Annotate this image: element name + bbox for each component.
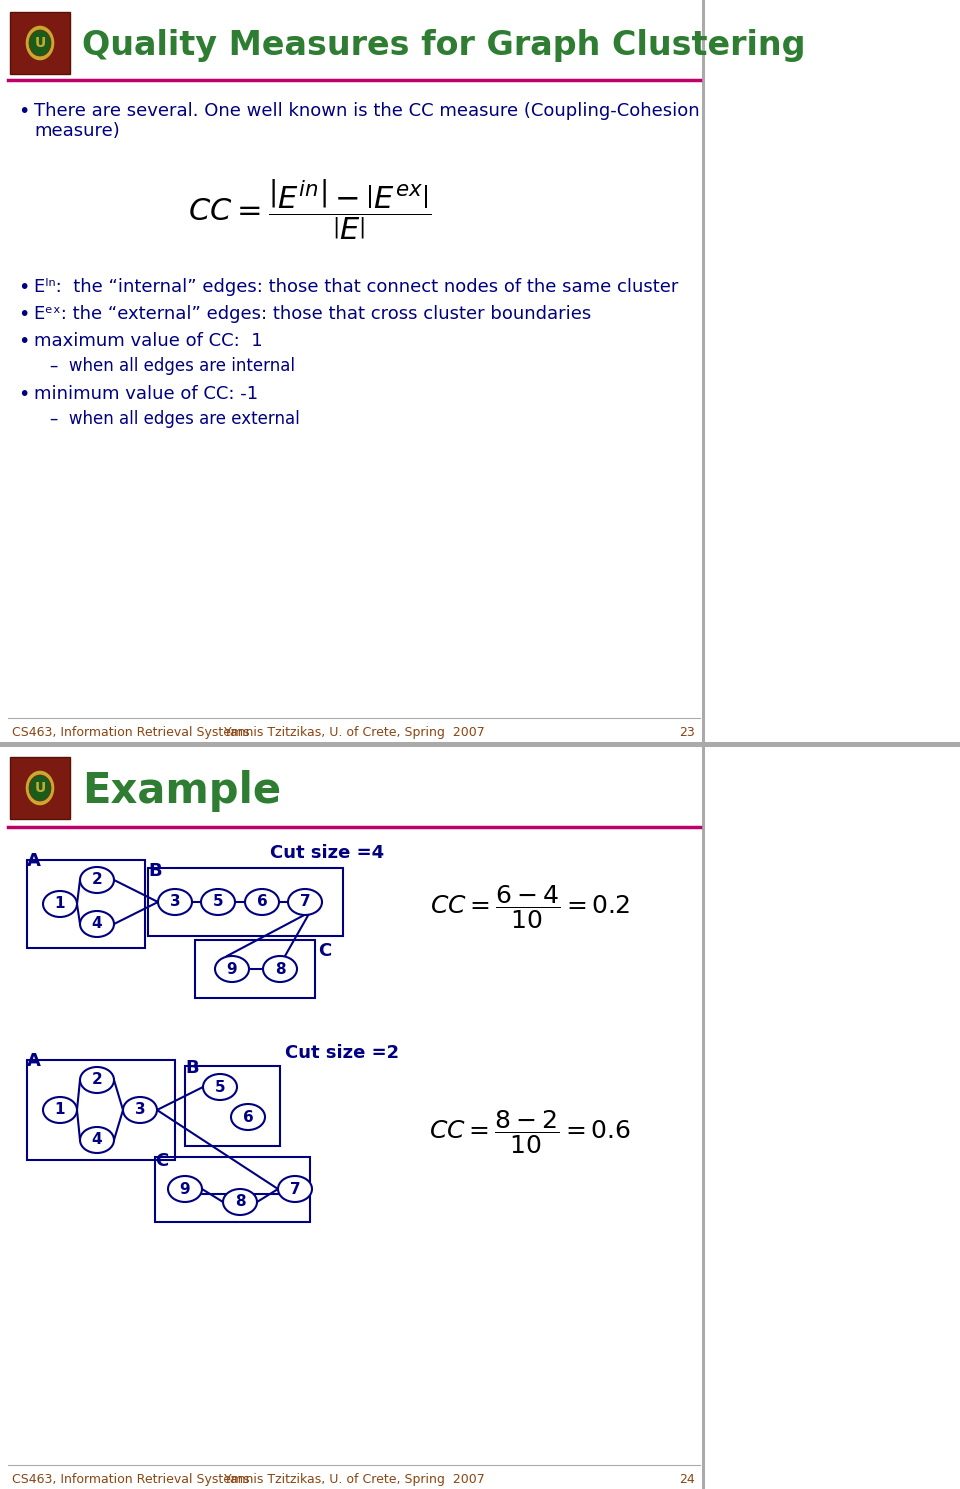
Bar	[702, 747, 705, 1489]
Text: A: A	[27, 1053, 41, 1071]
Ellipse shape	[25, 770, 55, 806]
Text: 24: 24	[680, 1473, 695, 1486]
Text: 23: 23	[680, 727, 695, 739]
Text: Example: Example	[82, 770, 281, 812]
Text: 9: 9	[227, 962, 237, 977]
Text: –  when all edges are internal: – when all edges are internal	[50, 357, 295, 375]
Ellipse shape	[80, 1068, 114, 1093]
Text: 2: 2	[91, 1072, 103, 1087]
Text: B: B	[185, 1059, 199, 1077]
Text: –  when all edges are external: – when all edges are external	[50, 409, 300, 427]
Ellipse shape	[25, 25, 55, 61]
Bar	[148, 868, 343, 937]
Bar	[27, 861, 145, 948]
Bar	[10, 756, 70, 819]
Text: 8: 8	[275, 962, 285, 977]
Text: B: B	[148, 862, 161, 880]
Ellipse shape	[231, 1103, 265, 1130]
Text: CS463, Information Retrieval Systems: CS463, Information Retrieval Systems	[12, 1473, 250, 1486]
Bar	[195, 940, 315, 998]
Text: 3: 3	[134, 1102, 145, 1118]
Text: U: U	[35, 36, 46, 51]
Bar	[702, 0, 705, 742]
Text: 5: 5	[213, 895, 224, 910]
Ellipse shape	[263, 956, 297, 983]
Text: CS463, Information Retrieval Systems: CS463, Information Retrieval Systems	[12, 727, 250, 739]
Text: C: C	[318, 943, 331, 960]
Ellipse shape	[215, 956, 249, 983]
Bar	[27, 1060, 175, 1160]
Ellipse shape	[80, 1127, 114, 1152]
Text: $\mathit{CC} = \dfrac{\left|E^{in}\right| - \left|E^{ex}\right|}{\left|E\right|}: $\mathit{CC} = \dfrac{\left|E^{in}\right…	[188, 177, 432, 243]
Text: •: •	[18, 103, 30, 121]
Text: A: A	[27, 852, 41, 870]
Bar	[185, 1066, 280, 1147]
Text: Eᵉˣ: the “external” edges: those that cross cluster boundaries: Eᵉˣ: the “external” edges: those that cr…	[34, 305, 591, 323]
Text: C: C	[155, 1152, 168, 1170]
Ellipse shape	[203, 1074, 237, 1100]
Text: 3: 3	[170, 895, 180, 910]
Text: maximum value of CC:  1: maximum value of CC: 1	[34, 332, 263, 350]
Text: •: •	[18, 278, 30, 296]
Text: minimum value of CC: -1: minimum value of CC: -1	[34, 386, 258, 404]
Text: •: •	[18, 305, 30, 325]
Text: 5: 5	[215, 1080, 226, 1094]
Text: Eᴵⁿ:  the “internal” edges: those that connect nodes of the same cluster: Eᴵⁿ: the “internal” edges: those that co…	[34, 278, 679, 296]
Ellipse shape	[168, 1176, 202, 1202]
Text: Yannis Tzitzikas, U. of Crete, Spring  2007: Yannis Tzitzikas, U. of Crete, Spring 20…	[224, 1473, 485, 1486]
Ellipse shape	[288, 889, 322, 916]
Text: $\mathit{CC} = \dfrac{8-2}{10} = 0.6$: $\mathit{CC} = \dfrac{8-2}{10} = 0.6$	[429, 1108, 631, 1155]
Text: 9: 9	[180, 1181, 190, 1197]
Text: 7: 7	[290, 1181, 300, 1197]
Text: $\mathit{CC} = \dfrac{6-4}{10} = 0.2$: $\mathit{CC} = \dfrac{6-4}{10} = 0.2$	[430, 883, 630, 931]
Bar	[0, 0, 960, 742]
Text: There are several. One well known is the CC measure (Coupling-Cohesion: There are several. One well known is the…	[34, 103, 700, 121]
Text: Cut size =4: Cut size =4	[270, 844, 384, 862]
Ellipse shape	[123, 1097, 157, 1123]
Text: Quality Measures for Graph Clustering: Quality Measures for Graph Clustering	[82, 30, 805, 63]
Ellipse shape	[245, 889, 279, 916]
Text: •: •	[18, 386, 30, 404]
Ellipse shape	[43, 890, 77, 917]
Text: 1: 1	[55, 1102, 65, 1118]
Text: 4: 4	[92, 917, 103, 932]
Text: 4: 4	[92, 1133, 103, 1148]
Ellipse shape	[29, 30, 51, 57]
Ellipse shape	[80, 911, 114, 937]
Text: Cut size =2: Cut size =2	[285, 1044, 399, 1062]
Bar	[0, 747, 960, 1489]
Ellipse shape	[223, 1190, 257, 1215]
Text: Yannis Tzitzikas, U. of Crete, Spring  2007: Yannis Tzitzikas, U. of Crete, Spring 20…	[224, 727, 485, 739]
Ellipse shape	[158, 889, 192, 916]
Bar	[10, 12, 70, 74]
Ellipse shape	[29, 774, 51, 801]
Text: 6: 6	[243, 1109, 253, 1124]
Ellipse shape	[80, 867, 114, 893]
Text: U: U	[35, 782, 46, 795]
Text: •: •	[18, 332, 30, 351]
Ellipse shape	[201, 889, 235, 916]
Bar	[0, 742, 960, 747]
Text: 6: 6	[256, 895, 268, 910]
Text: 2: 2	[91, 873, 103, 887]
Text: measure): measure)	[34, 122, 120, 140]
Text: 1: 1	[55, 896, 65, 911]
Text: 7: 7	[300, 895, 310, 910]
Ellipse shape	[43, 1097, 77, 1123]
Ellipse shape	[278, 1176, 312, 1202]
Bar	[155, 1157, 310, 1222]
Text: 8: 8	[234, 1194, 246, 1209]
